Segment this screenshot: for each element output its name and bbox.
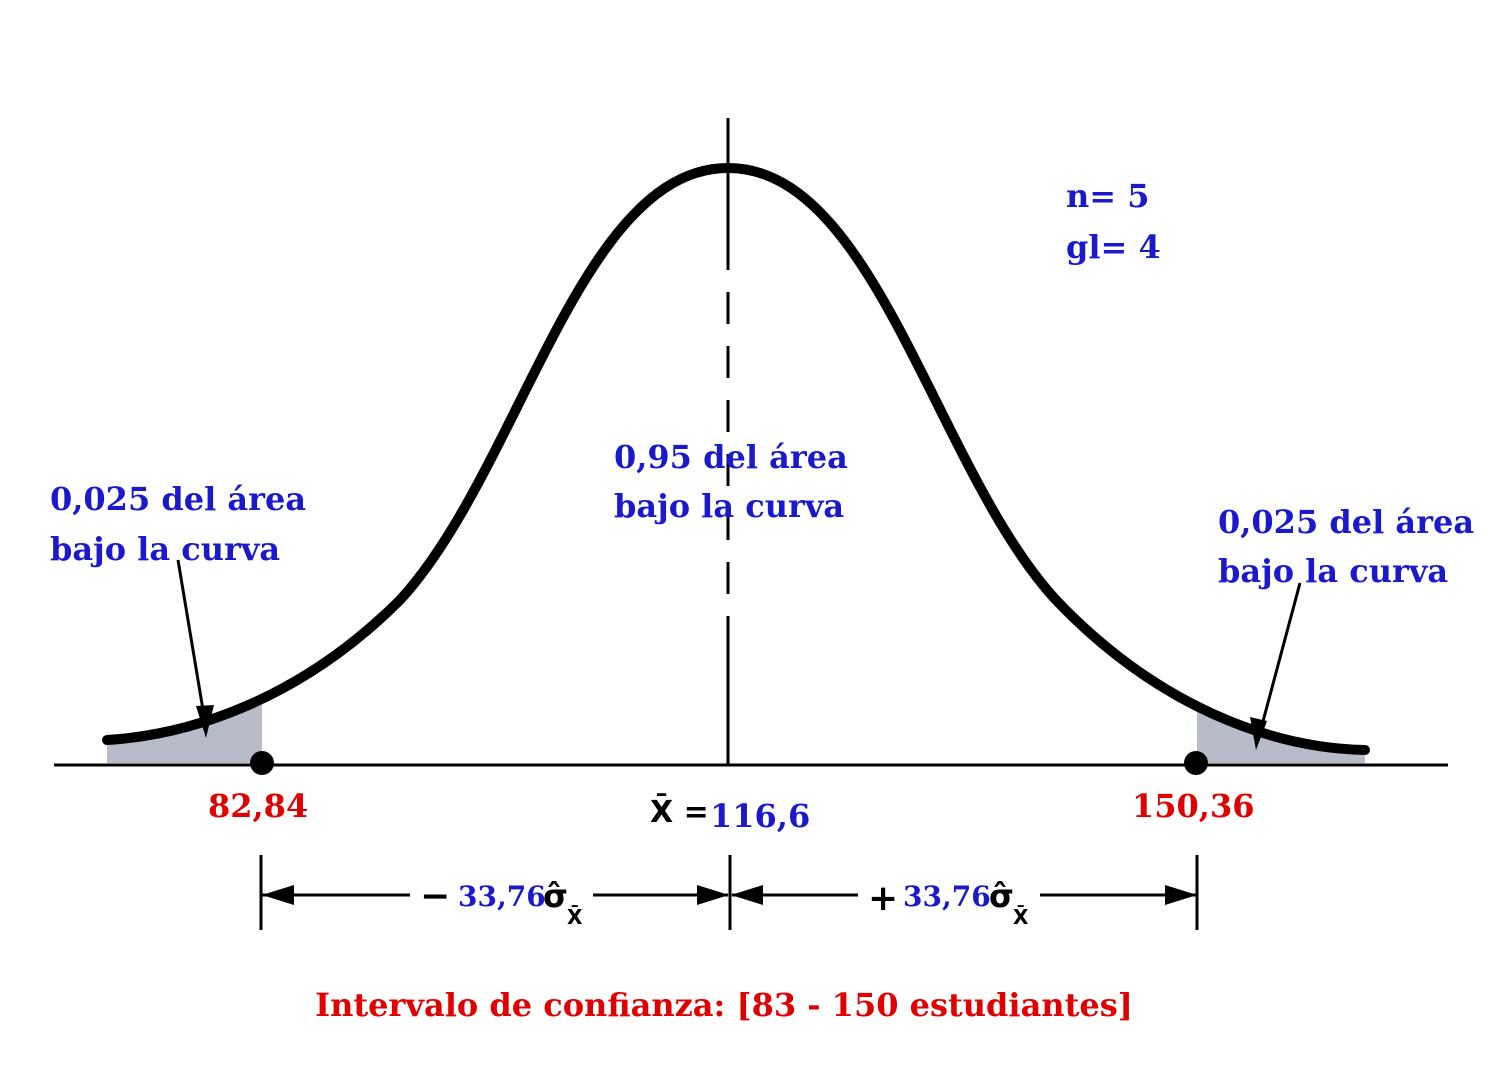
bell-curve [102, 162, 1370, 755]
left-tail-pointer-head [196, 705, 214, 738]
upper-limit-dot [1184, 751, 1208, 775]
left-tail-line2: bajo la curva [50, 530, 280, 568]
plus-margin-value: 33,76 [903, 880, 991, 913]
lower-limit-label: 82,84 [208, 787, 308, 825]
left-tail-line1: 0,025 del área [50, 480, 306, 518]
right-sigma-symbol: σ̂ [989, 877, 1014, 915]
right-tail-pointer-head [1250, 717, 1267, 750]
left-sigma-symbol: σ̂ [543, 877, 568, 915]
right-sigma-subscript: X̄ [1013, 905, 1029, 929]
minus-margin-value: 33,76 [458, 880, 546, 913]
right-tail-line2: bajo la curva [1218, 552, 1448, 590]
right-dim-arrowhead-right [1165, 885, 1197, 905]
plus-sign: + [868, 878, 898, 919]
center-area-line1: 0,95 del área [614, 438, 848, 476]
left-tail-pointer [176, 559, 208, 729]
sample-size-label: n= 5 [1066, 177, 1149, 215]
left-dim-arrowhead-left [262, 885, 294, 905]
center-area-line2: bajo la curva [614, 487, 844, 525]
left-dim-arrowhead-right [697, 885, 729, 905]
mean-value: 116,6 [710, 797, 810, 835]
minus-sign: − [420, 876, 450, 917]
degrees-of-freedom-label: gl= 4 [1066, 228, 1161, 266]
right-dim-arrowhead-left [731, 885, 763, 905]
confidence-interval-text: Intervalo de confianza: [83 - 150 estudi… [315, 986, 1133, 1024]
right-tail-pointer [1256, 582, 1302, 741]
mean-symbol: X̄ = [650, 794, 709, 830]
left-sigma-subscript: X̄ [567, 905, 583, 929]
right-tail-line1: 0,025 del área [1218, 503, 1474, 541]
upper-limit-label: 150,36 [1132, 787, 1254, 825]
lower-limit-dot [250, 751, 274, 775]
